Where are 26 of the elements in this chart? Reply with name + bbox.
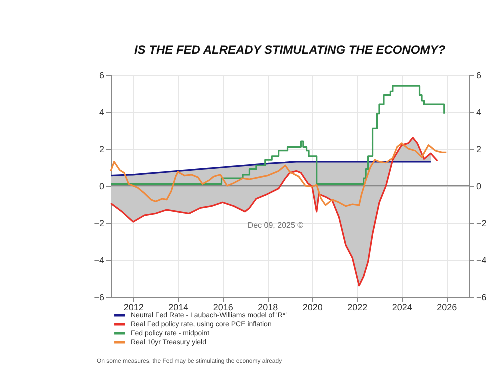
y2-tick-label: 2: [476, 144, 482, 154]
line-series: [110, 142, 448, 208]
y-tick-label: −6: [94, 292, 104, 302]
x-tick-label: 2016: [213, 302, 234, 312]
x-tick-label: 2020: [302, 302, 323, 312]
y-tick-label: 6: [99, 70, 104, 80]
y2-tick-label: 4: [476, 108, 482, 118]
annotation: Dec 09, 2025 ©: [248, 220, 304, 230]
x-tick-label: 2026: [437, 302, 458, 312]
x-tick-label: 2012: [124, 302, 144, 312]
y-tick-label: −2: [94, 218, 104, 228]
y2-tick-label: 0: [476, 182, 482, 192]
x-tick-label: 2014: [168, 302, 189, 312]
x-tick-label: 2024: [392, 302, 412, 312]
y2-tick-label: −6: [476, 292, 487, 302]
y2-tick-label: −4: [476, 256, 487, 266]
x-tick-label: 2022: [348, 302, 368, 312]
y-tick-label: 0: [99, 182, 104, 192]
y-tick-label: 4: [99, 108, 104, 118]
y-tick-label: −4: [94, 256, 104, 266]
x-tick-label: 2018: [258, 302, 278, 312]
y2-tick-label: 6: [476, 70, 482, 80]
y-tick-label: 2: [99, 144, 104, 154]
chart-title: IS THE FED ALREADY STIMULATING THE ECONOMY?: [134, 43, 446, 57]
y2-tick-label: −2: [476, 218, 487, 228]
line-series: [110, 161, 432, 177]
